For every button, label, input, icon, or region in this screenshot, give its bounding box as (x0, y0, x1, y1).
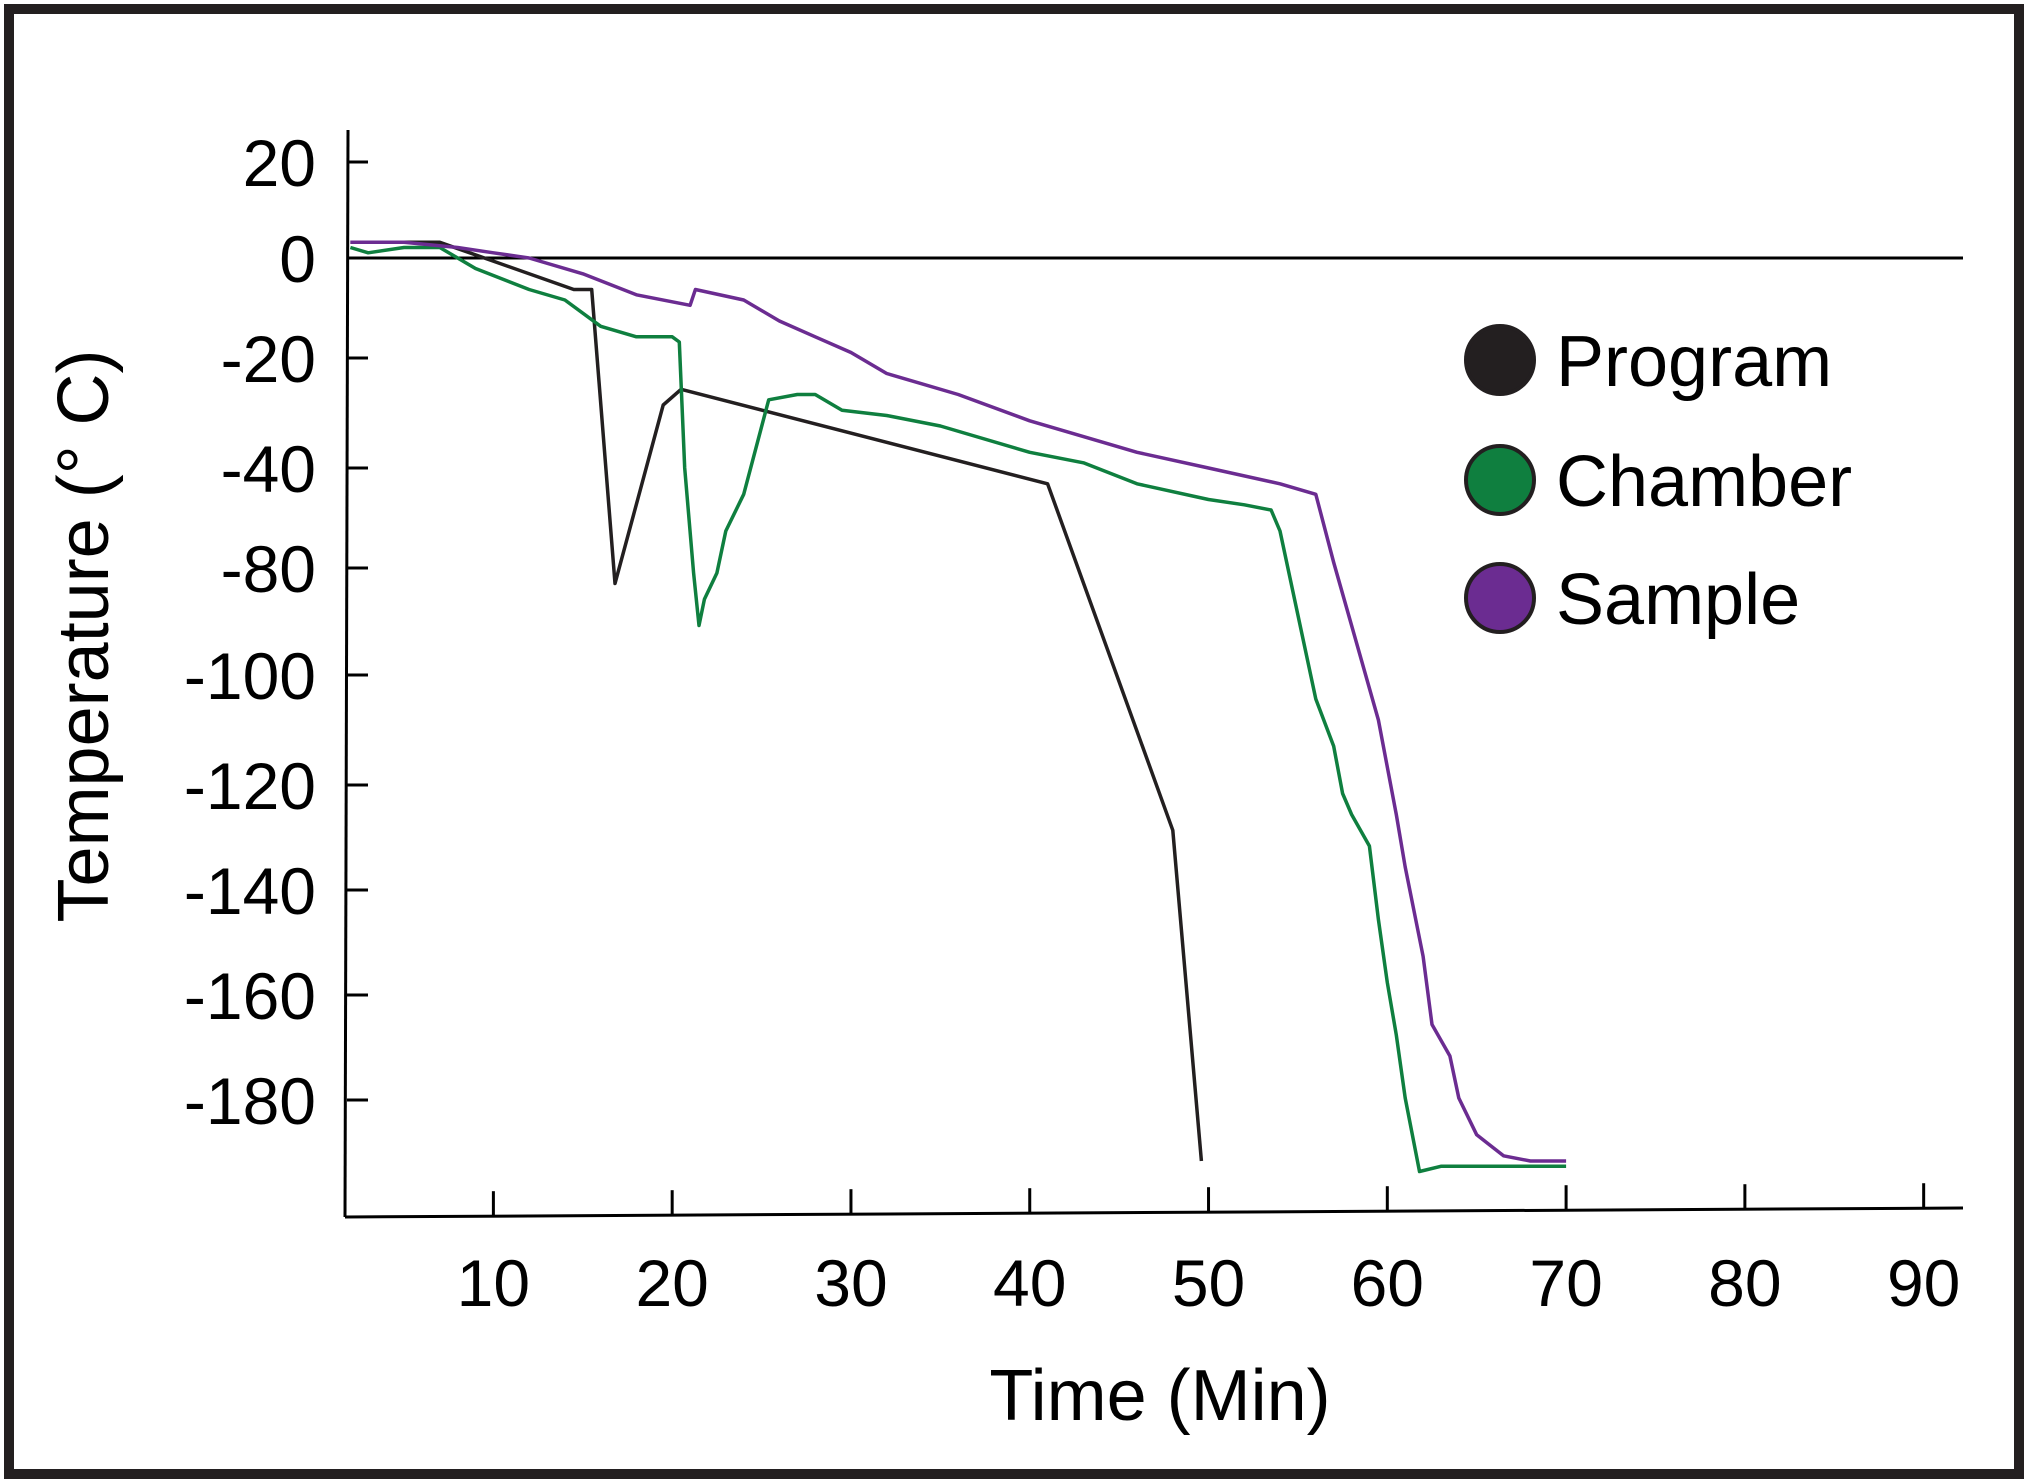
y-ticks: 20 0 -20 -40 -80 -100 -120 -140 -160 -180 (184, 126, 368, 1138)
y-axis-title: Temperature (° C) (44, 350, 124, 923)
x-axis-title: Time (Min) (989, 1356, 1330, 1436)
legend-label-chamber: Chamber (1556, 442, 1852, 522)
x-tick-label: 40 (993, 1246, 1066, 1320)
y-tick-label: -140 (184, 854, 316, 928)
y-tick-label: 0 (279, 222, 316, 296)
legend-label-sample: Sample (1556, 560, 1800, 640)
x-tick-label: 90 (1887, 1246, 1960, 1320)
legend: Program Chamber Sample (1464, 322, 1852, 640)
series-line-chamber (349, 245, 1567, 1174)
y-tick-label: -40 (221, 432, 316, 506)
legend-marker-program (1464, 324, 1536, 396)
figure-frame (4, 4, 2024, 1479)
y-axis (343, 129, 350, 1218)
y-tick-label: -160 (184, 959, 316, 1033)
series-line-sample (350, 240, 1567, 1163)
legend-label-program: Program (1556, 322, 1832, 402)
y-tick-label: -80 (221, 532, 316, 606)
legend-item-sample: Sample (1464, 560, 1800, 640)
y-tick-label: -120 (184, 749, 316, 823)
legend-item-program: Program (1464, 322, 1832, 402)
x-tick-label: 60 (1351, 1246, 1424, 1320)
series-layer (349, 240, 1567, 1174)
x-tick-label: 10 (457, 1246, 530, 1320)
y-tick-label: 20 (243, 126, 316, 200)
x-tick-label: 50 (1172, 1246, 1245, 1320)
x-axis (344, 1206, 1964, 1219)
x-tick-label: 80 (1708, 1246, 1781, 1320)
series-line-program (350, 240, 1204, 1162)
y-tick-label: -180 (184, 1064, 316, 1138)
x-tick-label: 20 (635, 1246, 708, 1320)
legend-marker-chamber (1464, 444, 1536, 516)
legend-marker-sample (1464, 562, 1536, 634)
y-tick-label: -20 (221, 322, 316, 396)
x-ticks: 10 20 30 40 50 60 70 80 90 (457, 1183, 1960, 1320)
x-tick-label: 70 (1529, 1246, 1602, 1320)
legend-item-chamber: Chamber (1464, 442, 1852, 522)
y-tick-label: -100 (184, 639, 316, 713)
x-tick-label: 30 (814, 1246, 887, 1320)
